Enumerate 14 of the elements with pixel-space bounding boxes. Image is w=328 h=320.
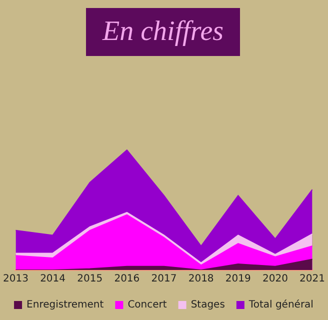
x-tick-label: 2016 <box>114 274 140 285</box>
chart-title: En chiffres <box>86 8 240 56</box>
x-tick-label: 2013 <box>3 274 28 285</box>
x-tick-label: 2017 <box>151 274 177 285</box>
x-tick-label: 2014 <box>40 274 66 285</box>
x-tick-label: 2020 <box>262 274 288 285</box>
x-tick-label: 2015 <box>77 274 103 285</box>
x-tick-label: 2021 <box>300 274 325 285</box>
legend-label: Concert <box>128 300 167 311</box>
legend-label: Stages <box>190 300 225 311</box>
legend-label: Total général <box>248 300 314 311</box>
legend-label: Enregistrement <box>26 300 104 311</box>
x-tick-label: 2018 <box>188 274 214 285</box>
x-tick-label: 2019 <box>225 274 251 285</box>
